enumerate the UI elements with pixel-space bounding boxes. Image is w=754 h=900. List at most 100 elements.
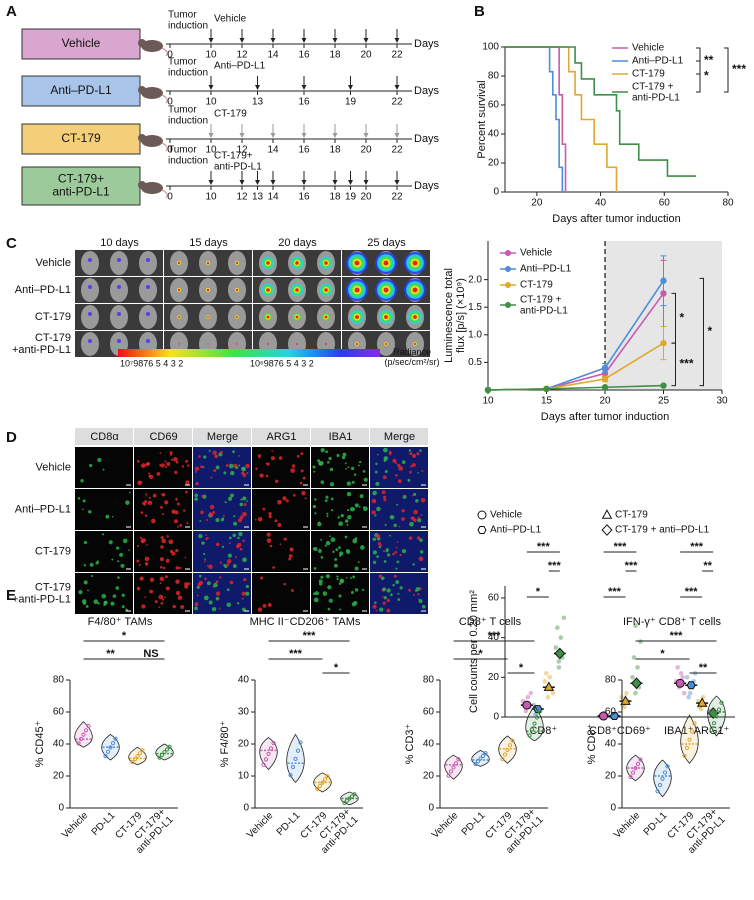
cell [175, 566, 180, 570]
cell [411, 463, 416, 467]
cell [374, 470, 378, 474]
sample-point [689, 729, 695, 734]
bli-signal [178, 343, 180, 345]
cell [128, 549, 130, 552]
cell [245, 463, 250, 469]
cell [184, 556, 187, 559]
sig-label: *** [670, 630, 684, 642]
treatment-label: CT-179+ anti-PD-L1 [214, 150, 262, 172]
cell [209, 504, 215, 510]
sample-point [113, 736, 118, 741]
cell [238, 464, 241, 467]
sample-point [162, 750, 167, 755]
text-line: anti-PD-L1 [520, 305, 568, 316]
y-tick-label: 1.5 [468, 302, 482, 313]
cell [384, 523, 387, 526]
x-axis-label: Days after tumor induction [541, 411, 669, 423]
cell [185, 459, 189, 463]
cell [385, 548, 389, 552]
cell [165, 586, 170, 591]
cell [183, 509, 186, 512]
cell [201, 495, 204, 498]
cell [346, 523, 349, 526]
cell [138, 563, 141, 566]
cell [121, 605, 125, 609]
cell [283, 537, 287, 541]
y-tick-label: 0 [493, 187, 499, 198]
cell [201, 541, 205, 545]
cell [140, 463, 146, 468]
cell [180, 604, 185, 609]
cell [393, 574, 397, 578]
axis-label: Days [414, 133, 440, 145]
cell [346, 481, 352, 486]
sig-bracket [724, 47, 729, 93]
cell [317, 459, 321, 463]
legend-label: Vehicle [520, 248, 553, 259]
day-label: 18 [329, 50, 341, 61]
chart-title: IFN-γ⁺ CD8⁺ T cells [623, 616, 721, 628]
cell [408, 588, 412, 592]
bli-signal [355, 315, 359, 319]
cell [304, 497, 307, 500]
cell [265, 474, 269, 478]
day-label: 19 [345, 97, 357, 108]
cell [206, 518, 209, 522]
cell [97, 457, 102, 463]
sig-label: * [122, 630, 127, 642]
treatment-label: Anti–PD-L1 [214, 61, 266, 72]
cell [395, 546, 398, 549]
sample-point [317, 783, 323, 788]
cell [313, 470, 316, 473]
cell [376, 533, 381, 539]
cell [196, 585, 200, 589]
cell [372, 560, 377, 565]
mean-marker [554, 647, 566, 660]
cell [174, 470, 178, 475]
cell [83, 540, 88, 545]
mean-marker [522, 700, 532, 710]
cell [173, 457, 178, 462]
y-axis-label: Percent survival [476, 80, 488, 158]
cell [211, 606, 217, 612]
cell [177, 595, 183, 600]
mean-marker [675, 678, 685, 688]
dose-arrow-head [239, 133, 245, 138]
sample-point [622, 704, 627, 710]
cell [232, 533, 237, 538]
bli-signal [88, 312, 92, 316]
cell [383, 498, 387, 502]
cell [85, 605, 89, 608]
cell [206, 581, 211, 586]
dose-arrow-head [394, 85, 400, 90]
day-label: 13 [252, 192, 264, 203]
sample-point [692, 721, 697, 726]
tumor-label: Tumor induction [168, 56, 208, 78]
sample-point [695, 698, 701, 704]
cell [313, 567, 317, 570]
micrograph [75, 447, 133, 488]
cell [198, 455, 201, 458]
cell [226, 588, 230, 592]
cell [215, 591, 221, 596]
dose-arrow-head [332, 133, 338, 138]
sample-point [558, 635, 564, 640]
cell [203, 552, 206, 556]
colorbar-label: 10⁶9876 5 4 3 2 [250, 358, 314, 368]
day-label: 0 [167, 97, 173, 108]
sample-point [525, 694, 531, 700]
cell [333, 563, 338, 568]
cell [415, 499, 419, 503]
column-header-bg [252, 428, 310, 445]
cell [397, 598, 401, 602]
bli-signal [235, 288, 239, 292]
cell [283, 582, 287, 586]
day-label: 22 [391, 97, 403, 108]
cell [396, 503, 399, 506]
cell [228, 463, 234, 469]
cell [160, 536, 164, 540]
cell [416, 452, 420, 456]
sample-point [315, 787, 320, 792]
cell [176, 525, 179, 528]
legend-marker [477, 526, 487, 534]
